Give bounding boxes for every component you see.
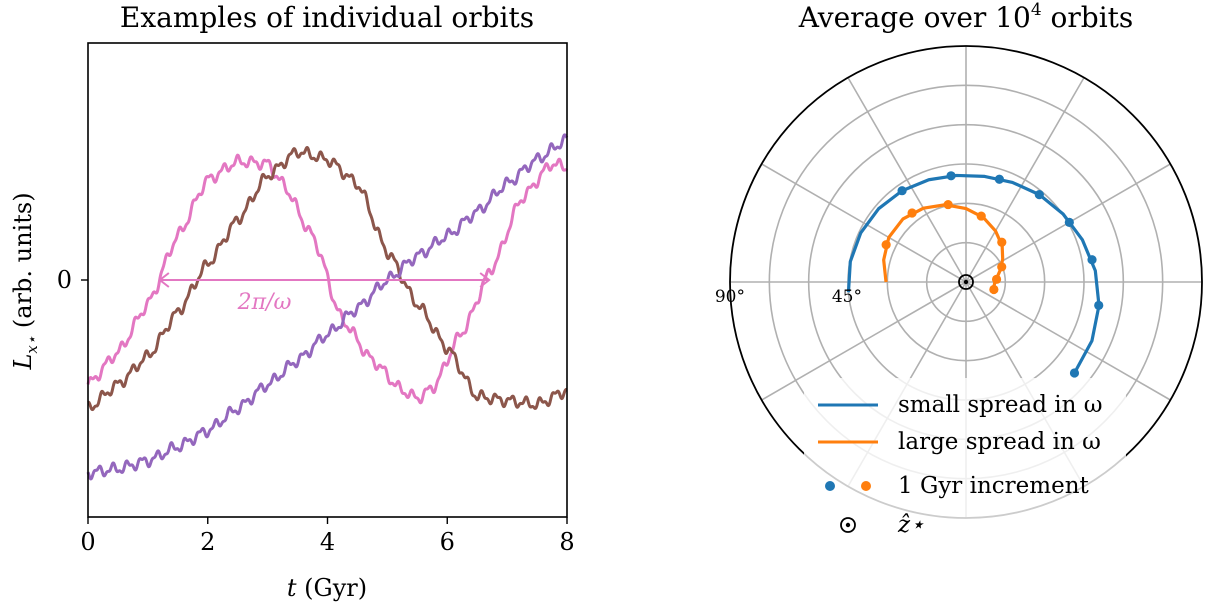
increment-marker [1064, 217, 1074, 227]
polar-theta-gridline [965, 281, 1171, 401]
increment-marker [1034, 190, 1044, 200]
z-hat-center-marker [958, 274, 974, 290]
legend-zhat-marker-dot [845, 522, 851, 528]
legend-background [804, 378, 1126, 558]
right-chart: Average over 104 orbits 90° 45° small sp… [715, 0, 1203, 558]
increment-marker [946, 171, 956, 181]
increment-marker [997, 237, 1007, 247]
legend-orange-dot [861, 481, 871, 491]
increment-marker [897, 186, 907, 196]
increment-marker [976, 211, 986, 221]
legend-increment-label: 1 Gyr increment [898, 473, 1090, 499]
left-chart-title: Examples of individual orbits [120, 1, 534, 34]
period-label: 2π/ω [237, 290, 292, 315]
left-y-axis-label: Lx⋆ (arb. units) [9, 192, 41, 370]
increment-marker [1087, 255, 1097, 265]
legend-zhat-marker-ring [840, 517, 856, 533]
increment-marker [994, 174, 1004, 184]
increment-marker [997, 262, 1007, 272]
increment-marker [907, 208, 917, 218]
left-chart: Examples of individual orbits 2π/ω 0 2 4 6 8… [9, 1, 575, 602]
legend-large-label: large spread in ω [898, 429, 1101, 455]
orbit-line-2 [87, 145, 568, 412]
left-y-ticks: 0 [57, 266, 88, 294]
left-series-group [86, 133, 569, 481]
x-tick-label: 2 [200, 528, 215, 556]
left-x-ticks: 0 2 4 6 8 [80, 517, 575, 556]
increment-marker [989, 284, 999, 295]
polar-theta-gridline [761, 163, 967, 283]
x-tick-label: 4 [320, 528, 335, 556]
polar-theta-gridline [847, 77, 967, 283]
polar-theta-gridline [761, 281, 967, 401]
increment-marker [991, 274, 1002, 284]
x-tick-label: 6 [440, 528, 455, 556]
period-arrow-right-head [479, 272, 491, 288]
increment-marker [1094, 300, 1104, 311]
legend-small-label: small spread in ω [898, 392, 1102, 418]
legend-zhat-label: ẑ⋆ [897, 512, 925, 538]
left-x-axis-label: t (Gyr) [287, 574, 367, 602]
legend-blue-dot [825, 481, 835, 491]
polar-r-label-45: 45° [832, 287, 862, 307]
polar-theta-gridline [965, 77, 1085, 283]
polar-r-label-90: 90° [715, 287, 745, 307]
period-annotation: 2π/ω [158, 272, 491, 315]
increment-marker [1069, 368, 1080, 378]
y-tick-label: 0 [57, 266, 72, 294]
period-arrow-left-head [158, 272, 170, 288]
x-tick-label: 8 [559, 528, 574, 556]
z-hat-dot [963, 279, 969, 285]
z-hat-ring [958, 274, 974, 290]
increment-marker [881, 240, 891, 250]
polar-increment-markers [881, 171, 1104, 378]
polar-series-group [846, 173, 1101, 374]
orbit-line-3 [86, 133, 569, 481]
polar-legend: small spread in ω large spread in ω 1 Gy… [804, 378, 1126, 558]
right-chart-title: Average over 104 orbits [798, 0, 1134, 34]
orbit-line-1 [86, 153, 569, 405]
increment-marker [943, 199, 953, 210]
x-tick-label: 0 [80, 528, 95, 556]
